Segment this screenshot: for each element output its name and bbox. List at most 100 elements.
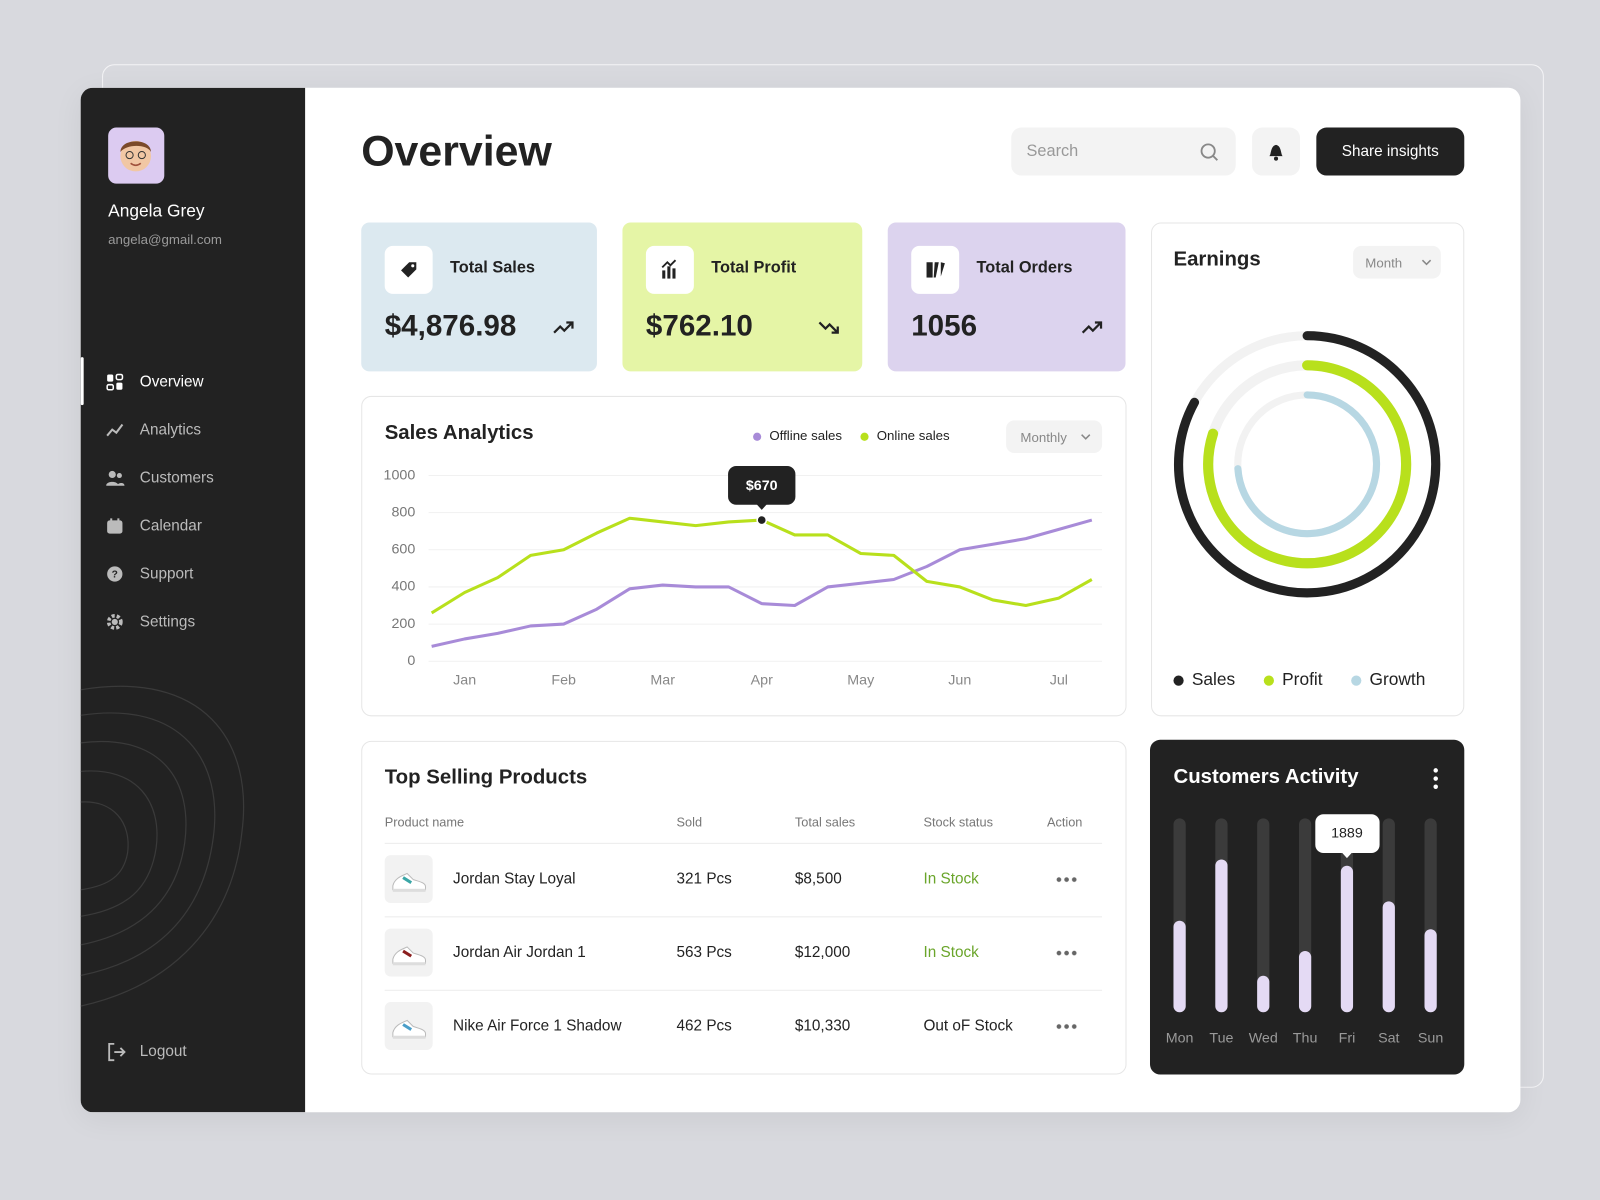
nav-icon <box>106 470 125 486</box>
column-header: Action <box>1046 815 1083 830</box>
column-header: Total sales <box>794 815 856 830</box>
product-name: Jordan Air Jordan 1 <box>453 943 586 962</box>
x-tick-label: Thu <box>1293 1031 1318 1047</box>
shoe <box>392 1019 427 1039</box>
earnings-dropdown[interactable]: Month <box>1353 245 1441 279</box>
bar <box>1382 901 1395 1013</box>
stat-card: Total Sales $4,876.98 <box>361 222 597 372</box>
avatar-face <box>120 140 152 172</box>
product-name: Nike Air Force 1 Shadow <box>453 1017 622 1035</box>
nav-item[interactable]: Customers <box>106 467 279 491</box>
notification-button[interactable] <box>1252 127 1300 176</box>
x-tick-label: Sun <box>1418 1031 1443 1047</box>
chart-title: Customers Activity <box>1173 766 1359 788</box>
nav-icon <box>107 518 123 534</box>
x-tick-label: Jun <box>948 672 971 688</box>
row-divider <box>384 989 1103 991</box>
nav-item[interactable]: Analytics <box>106 419 279 443</box>
sidebar: Angela Grey angela@gmail.com Overview Ana… <box>80 87 306 1113</box>
stat-icon <box>645 245 694 294</box>
avatar <box>108 127 165 184</box>
stat-value: $762.10 <box>645 310 753 343</box>
nav-label: Analytics <box>139 421 202 439</box>
nav-item[interactable]: Overview <box>106 371 279 395</box>
nav-label: Customers <box>139 469 214 487</box>
product-sold: 321 Pcs <box>676 870 732 888</box>
tooltip-pointer <box>756 504 767 510</box>
bar <box>1424 929 1437 1013</box>
search-placeholder: Search <box>1026 142 1079 161</box>
product-total: $10,330 <box>794 1017 851 1035</box>
nav-label: Support <box>139 565 194 583</box>
products-card <box>361 740 1127 1075</box>
ring-arc <box>1203 360 1412 569</box>
product-image <box>384 928 433 977</box>
nav-item[interactable]: ? Support <box>106 563 279 587</box>
y-tick-label: 200 <box>391 616 415 632</box>
menu-dot[interactable] <box>1433 768 1438 773</box>
trend-arrow <box>1081 321 1103 334</box>
x-tick-label: Mon <box>1166 1031 1194 1047</box>
tooltip-text: $670 <box>746 478 778 494</box>
legend-label: Profit <box>1282 669 1323 689</box>
x-tick-label: May <box>847 672 875 688</box>
period-dropdown[interactable]: Monthly <box>1006 420 1103 454</box>
menu-dot[interactable] <box>1433 784 1438 789</box>
stat-card: Total Profit $762.10 <box>622 222 863 372</box>
icon <box>401 262 417 278</box>
menu-dot[interactable] <box>1433 776 1438 781</box>
stat-label: Total Orders <box>976 259 1073 277</box>
products-title: Top Selling Products <box>384 766 588 789</box>
nav-item[interactable]: Settings <box>106 611 279 635</box>
y-tick-label: 400 <box>391 579 415 595</box>
legend-dot <box>753 432 762 441</box>
legend-dot <box>1263 675 1274 686</box>
icon <box>661 259 677 279</box>
nav-label: Settings <box>139 613 196 631</box>
search-box[interactable]: Search <box>1011 127 1236 176</box>
product-image <box>384 855 433 904</box>
product-image <box>384 1002 433 1050</box>
y-tick-label: 0 <box>407 653 415 669</box>
ring-arc <box>1173 331 1441 598</box>
x-tick-label: Mar <box>650 672 675 688</box>
trend-arrow <box>818 321 839 334</box>
tooltip-point <box>756 514 768 526</box>
nav-label: Overview <box>139 373 204 391</box>
tooltip-pointer <box>1341 852 1353 859</box>
header-divider <box>384 842 1103 844</box>
row-action[interactable] <box>1055 1022 1078 1031</box>
trend-arrow <box>553 321 574 334</box>
y-tick-label: 800 <box>391 504 415 520</box>
legend-label: Growth <box>1370 669 1426 689</box>
y-tick-label: 1000 <box>384 467 416 483</box>
column-header: Product name <box>384 815 465 830</box>
ring-arc <box>1234 391 1381 538</box>
x-tick-label: Sat <box>1378 1031 1399 1047</box>
search-icon <box>1200 143 1218 161</box>
bar <box>1340 865 1354 1013</box>
user-name: Angela Grey <box>108 201 205 221</box>
page-title: Overview <box>361 126 552 175</box>
stat-icon <box>911 245 960 294</box>
series-line <box>430 516 1093 615</box>
bar <box>1215 859 1228 1013</box>
nav-item[interactable]: Calendar <box>106 515 279 539</box>
user-email: angela@gmail.com <box>108 231 222 247</box>
legend-label: Online sales <box>877 428 950 443</box>
chart-title: Sales Analytics <box>385 422 534 444</box>
column-header: Stock status <box>923 815 993 830</box>
x-tick-label: Wed <box>1249 1031 1278 1047</box>
share-button[interactable]: Share insights <box>1316 127 1465 176</box>
x-tick-label: Feb <box>551 672 576 688</box>
row-action[interactable] <box>1055 875 1078 884</box>
product-sold: 462 Pcs <box>676 1017 732 1035</box>
logout-button[interactable]: Logout <box>106 1041 259 1065</box>
row-action[interactable] <box>1055 948 1078 958</box>
legend-label: Offline sales <box>769 428 842 443</box>
row-divider <box>384 916 1103 918</box>
x-tick-label: Tue <box>1209 1031 1233 1047</box>
sales-analytics-card <box>361 395 1127 717</box>
